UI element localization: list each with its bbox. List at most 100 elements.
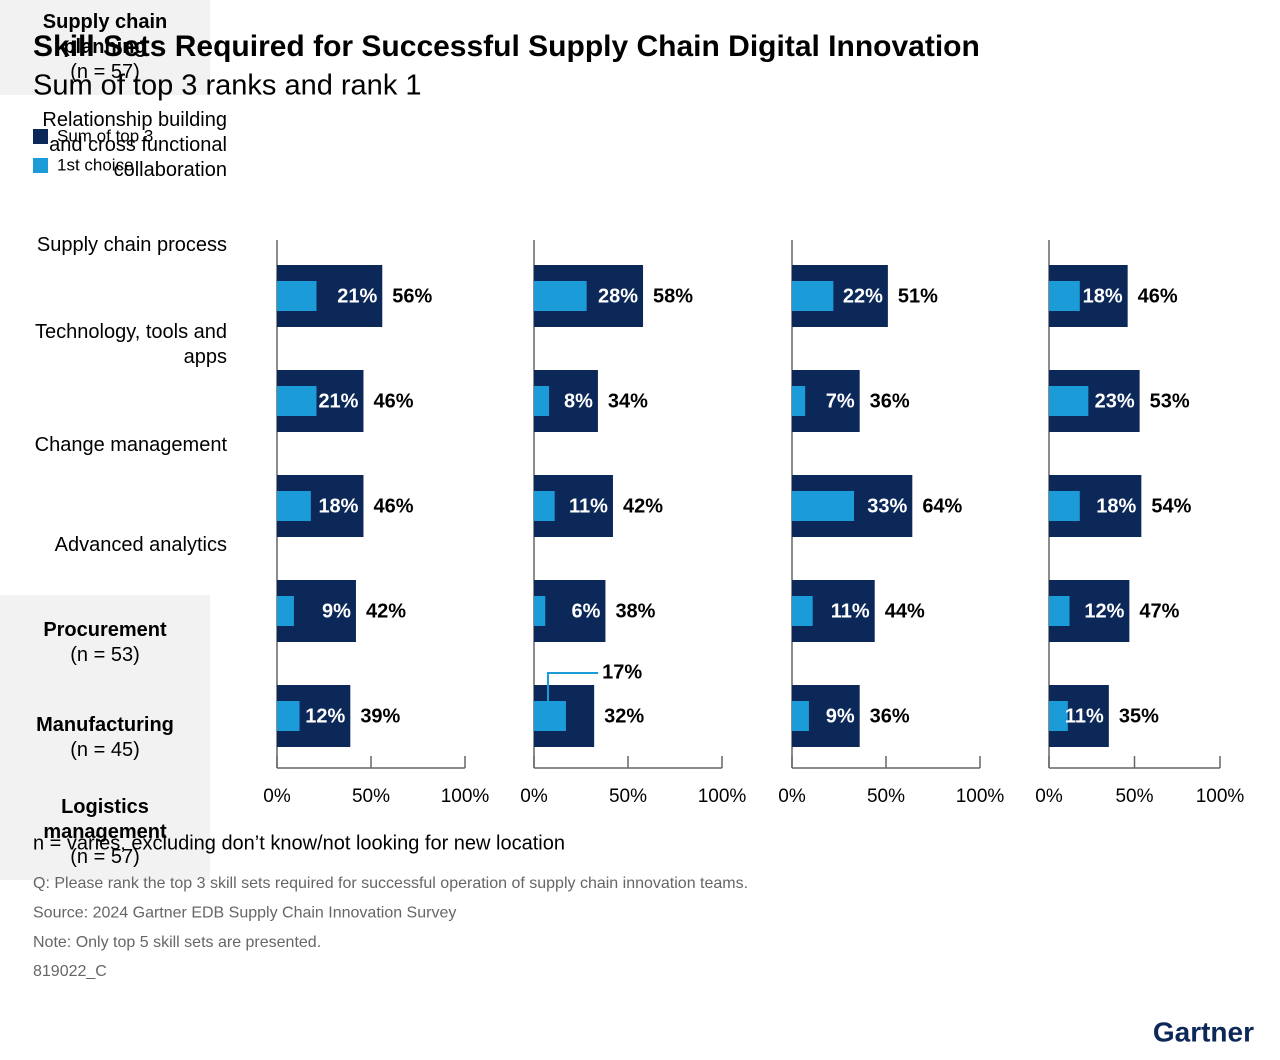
x-tick-label: 0% — [778, 786, 806, 807]
value-label: 12% — [1084, 600, 1124, 622]
value-label: 7% — [826, 390, 855, 412]
value-label: 32% — [604, 705, 644, 727]
panel-header: Logistics management (n = 57) — [0, 785, 210, 880]
x-tick-label: 50% — [352, 786, 390, 807]
value-label: 18% — [1096, 495, 1136, 517]
x-tick-label: 100% — [698, 786, 747, 807]
category-label: Change management — [34, 433, 227, 456]
value-label: 28% — [598, 285, 638, 307]
x-tick-label: 0% — [263, 786, 291, 807]
value-label: 46% — [1138, 285, 1178, 307]
x-tick-label: 50% — [867, 786, 905, 807]
value-label: 42% — [623, 495, 663, 517]
category-label-box: Relationship building and cross function… — [0, 95, 227, 195]
value-label: 46% — [373, 495, 413, 517]
bar-first-choice — [277, 491, 311, 521]
panel-subtitle: (n = 57) — [70, 846, 140, 868]
value-label: 39% — [360, 705, 400, 727]
bar-top3 — [534, 580, 606, 642]
bar-first-choice — [792, 386, 806, 416]
footnote: Q: Please rank the top 3 skill sets requ… — [33, 875, 748, 892]
chart-title: Skill Sets Required for Successful Suppl… — [33, 30, 980, 63]
panel-subtitle: (n = 57) — [70, 61, 140, 83]
value-label: 56% — [392, 285, 432, 307]
value-label: 42% — [366, 600, 406, 622]
value-label: 35% — [1119, 705, 1159, 727]
footnote: n = varies, excluding don’t know/not loo… — [33, 832, 565, 854]
value-label: 6% — [572, 600, 601, 622]
value-label: 38% — [615, 600, 655, 622]
panel-title: Procurement — [43, 618, 167, 641]
value-label: 11% — [831, 600, 870, 622]
bar-first-choice — [792, 491, 855, 521]
legend-swatch — [33, 129, 48, 144]
bar-first-choice — [1049, 491, 1080, 521]
bar-first-choice — [534, 386, 550, 416]
bar-first-choice — [534, 491, 555, 521]
legend-label: 1st choice — [57, 155, 134, 174]
bar-first-choice — [277, 386, 317, 416]
value-label: 21% — [337, 285, 377, 307]
legend-swatch — [33, 158, 48, 173]
value-label: 23% — [1095, 390, 1135, 412]
panel-title: Logistics management — [43, 796, 167, 843]
x-tick-label: 100% — [1196, 786, 1245, 807]
panel-header: Supply chain planning (n = 57) — [0, 0, 210, 95]
value-label: 11% — [1065, 705, 1104, 727]
value-label: 54% — [1151, 495, 1191, 517]
value-label: 53% — [1150, 390, 1190, 412]
category-label: Relationship building and cross function… — [42, 108, 227, 181]
bar-first-choice — [277, 701, 300, 731]
value-label: 12% — [305, 705, 345, 727]
panel-header: Manufacturing (n = 45) — [0, 690, 210, 785]
bar-first-choice — [792, 596, 813, 626]
footnote: Note: Only top 5 skill sets are presente… — [33, 934, 321, 951]
bar-first-choice — [534, 281, 587, 311]
value-label: 51% — [898, 285, 938, 307]
bar-first-choice — [534, 596, 546, 626]
bar-first-choice — [1049, 281, 1080, 311]
value-label: 9% — [826, 705, 855, 727]
value-label: 18% — [318, 495, 358, 517]
category-label: Supply chain process — [36, 233, 227, 256]
bar-first-choice — [1049, 596, 1070, 626]
x-tick-label: 100% — [441, 786, 490, 807]
category-label-box: Change management — [0, 395, 227, 495]
panel-header: Procurement (n = 53) — [0, 595, 210, 690]
value-label: 9% — [322, 600, 351, 622]
value-label: 17% — [602, 661, 642, 683]
value-label: 34% — [608, 390, 648, 412]
value-label: 11% — [569, 495, 608, 517]
value-label: 47% — [1139, 600, 1179, 622]
panel-subtitle: (n = 45) — [70, 738, 140, 761]
panel-subtitle: (n = 53) — [70, 643, 140, 666]
category-label: Advanced analytics — [54, 533, 227, 556]
value-label: 8% — [564, 390, 593, 412]
value-label: 22% — [843, 285, 883, 307]
x-tick-label: 50% — [609, 786, 647, 807]
category-label-box: Supply chain process — [0, 195, 227, 295]
category-label-box: Advanced analytics — [0, 495, 227, 595]
value-label: 36% — [870, 390, 910, 412]
value-label: 64% — [922, 495, 962, 517]
category-label: Technology, tools and apps — [35, 321, 227, 368]
logo: Gartner — [1153, 1016, 1254, 1047]
chart-subtitle: Sum of top 3 ranks and rank 1 — [33, 70, 422, 102]
bar-first-choice — [1049, 386, 1089, 416]
footnote: Source: 2024 Gartner EDB Supply Chain In… — [33, 905, 456, 922]
value-label: 18% — [1083, 285, 1123, 307]
value-label: 21% — [318, 390, 358, 412]
category-label-box: Technology, tools and apps — [0, 295, 227, 395]
bar-first-choice — [792, 701, 809, 731]
footnote: 819022_C — [33, 963, 107, 980]
bar-first-choice — [792, 281, 834, 311]
x-tick-label: 0% — [1035, 786, 1063, 807]
bar-first-choice — [1049, 701, 1068, 731]
callout-line — [547, 672, 599, 716]
bar-first-choice — [277, 596, 294, 626]
x-tick-label: 0% — [520, 786, 548, 807]
bar-first-choice — [277, 281, 317, 311]
value-label: 46% — [373, 390, 413, 412]
